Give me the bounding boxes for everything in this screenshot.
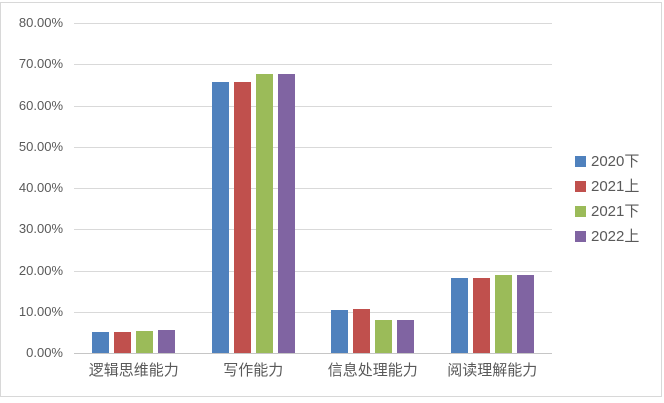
bar-2021下-写作能力: [255, 73, 273, 353]
x-category-label: 写作能力: [223, 362, 284, 379]
gridline: [74, 146, 552, 148]
bar-2021上-信息处理能力: [353, 309, 371, 353]
bar-2020下-写作能力: [211, 81, 229, 353]
y-tick-label: 70.00%: [18, 56, 63, 72]
legend-item-2021上: 2021上: [575, 178, 639, 195]
legend-label: 2021上: [591, 178, 640, 195]
y-tick-label: 20.00%: [18, 262, 63, 278]
legend-swatch-icon: [575, 156, 586, 167]
bar-2020下-阅读理解能力: [450, 277, 468, 353]
chart-border: [0, 2, 662, 397]
bar-2021下-逻辑思维能力: [136, 330, 154, 353]
y-tick-label: 10.00%: [18, 303, 63, 319]
legend-swatch-icon: [575, 206, 586, 217]
x-category-label: 信息处理能力: [327, 362, 418, 379]
bar-2021下-阅读理解能力: [494, 275, 512, 353]
legend-label: 2021下: [591, 203, 640, 220]
gridline: [74, 105, 552, 107]
y-tick-label: 50.00%: [18, 138, 63, 154]
gridline: [74, 311, 552, 313]
gridline: [74, 229, 552, 231]
gridline: [74, 64, 552, 66]
bar-2020下-逻辑思维能力: [92, 331, 110, 353]
y-tick-label: 0.00%: [26, 345, 63, 360]
legend-swatch-icon: [575, 231, 586, 242]
gridline: [74, 188, 552, 189]
bar-2022上-信息处理能力: [397, 320, 415, 353]
legend-item-2020下: 2020下: [575, 153, 639, 170]
bar-2020下-信息处理能力: [331, 309, 349, 353]
legend-swatch-icon: [575, 181, 586, 192]
y-tick-label: 60.00%: [18, 97, 63, 113]
bar-2021上-阅读理解能力: [472, 277, 490, 353]
x-axis-line: [74, 353, 552, 354]
bar-2021上-写作能力: [233, 81, 251, 353]
gridline: [74, 23, 552, 24]
y-tick-label: 40.00%: [18, 180, 63, 195]
gridline: [74, 270, 552, 272]
legend-item-2022上: 2022上: [575, 228, 639, 245]
bar-2021下-信息处理能力: [375, 320, 393, 353]
x-axis-labels: 逻辑思维能力 写作能力 信息处理能力 阅读理解能力: [74, 359, 552, 381]
x-category-label: 阅读理解能力: [447, 362, 538, 379]
legend: 2020下 2021上 2021下 2022上: [575, 153, 639, 245]
bar-2022上-写作能力: [277, 73, 295, 353]
y-tick-label: 80.00%: [18, 15, 63, 30]
plot-area: [74, 23, 552, 354]
x-category-label: 逻辑思维能力: [88, 362, 179, 379]
legend-label: 2020下: [591, 153, 640, 170]
bar-2022上-逻辑思维能力: [158, 330, 176, 353]
legend-label: 2022上: [591, 228, 640, 245]
bar-2022上-阅读理解能力: [516, 275, 534, 353]
y-tick-label: 30.00%: [18, 221, 63, 237]
legend-item-2021下: 2021下: [575, 203, 639, 220]
bar-2021上-逻辑思维能力: [114, 331, 132, 353]
